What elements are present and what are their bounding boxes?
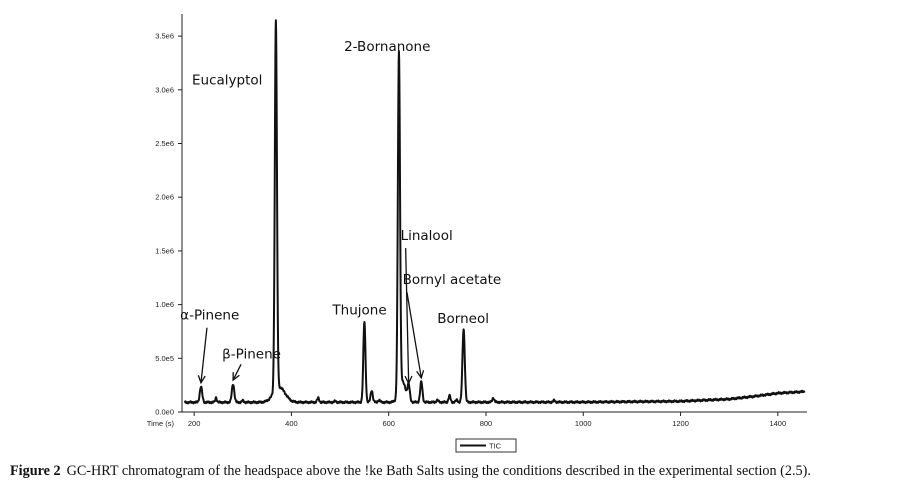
- x-tick-label: 200: [188, 419, 201, 428]
- chromatogram-chart: 0.0e0 5.0e5 1.0e6 1.5e6 2.0e6 2.5e6 3.0e6 3.5e6…: [147, 14, 807, 453]
- y-axis: 0.0e0 5.0e5 1.0e6 1.5e6 2.0e6 2.5e6 3.0e6 3.5e6: [155, 14, 183, 417]
- y-tick-label: 2.5e6: [155, 139, 174, 148]
- x-axis: 200 400 600 800 1000 1200 1400 Time (s): [147, 411, 807, 428]
- legend: TIC: [455, 438, 517, 453]
- arrow-line-pinene: [200, 327, 208, 383]
- peak-label-pinene: β-Pinene: [222, 346, 281, 362]
- arrow-head-pinene: [232, 372, 240, 382]
- arrow-line-linalool: [404, 248, 410, 384]
- arrow-head-pinene: [197, 375, 206, 385]
- x-axis-title: Time (s): [147, 419, 175, 428]
- figure-label: Figure 2: [10, 463, 61, 479]
- x-tick-label: 1000: [575, 419, 592, 428]
- peak-label-2-bornanone: 2-Bornanone: [344, 39, 430, 55]
- peak-label-eucalyptol: Eucalyptol: [192, 72, 262, 88]
- x-tick-label: 400: [285, 419, 298, 428]
- peak-label-pinene: α-Pinene: [180, 308, 239, 324]
- arrow-head-linalool: [404, 375, 413, 385]
- peak-label-borneol: Borneol: [437, 311, 489, 327]
- series-layer: [183, 19, 806, 405]
- x-tick-label: 800: [480, 419, 493, 428]
- peak-label-linalool: Linalool: [401, 228, 453, 244]
- peak-label-thujone: Thujone: [331, 302, 386, 318]
- y-tick-label: 1.5e6: [155, 246, 174, 255]
- series-line-tic: [183, 19, 806, 405]
- arrow-head-bornyl-acetate: [416, 370, 425, 380]
- legend-label-tic: TIC: [489, 442, 502, 451]
- figure-caption-text: GC-HRT chromatogram of the headspace abo…: [66, 463, 811, 479]
- y-tick-label: 1.0e6: [155, 300, 174, 309]
- x-tick-label: 1200: [672, 419, 689, 428]
- x-tick-label: 1400: [769, 419, 786, 428]
- arrow-line-pinene: [232, 364, 242, 381]
- peak-label-bornyl-acetate: Bornyl acetate: [403, 272, 502, 288]
- figure-caption: Figure 2 GC-HRT chromatogram of the heads…: [10, 463, 915, 480]
- x-tick-label: 600: [382, 419, 395, 428]
- y-tick-label: 3.0e6: [155, 85, 174, 94]
- y-tick-label: 0.0e0: [155, 408, 174, 417]
- y-tick-label: 3.5e6: [155, 32, 174, 41]
- peak-annotations: α-Pinene β-Pinene Eucalyptol Thujone 2-Borna…: [180, 39, 502, 385]
- y-tick-label: 2.0e6: [155, 193, 174, 202]
- arrow-line-bornyl-acetate: [406, 292, 422, 379]
- y-tick-label: 5.0e5: [155, 354, 174, 363]
